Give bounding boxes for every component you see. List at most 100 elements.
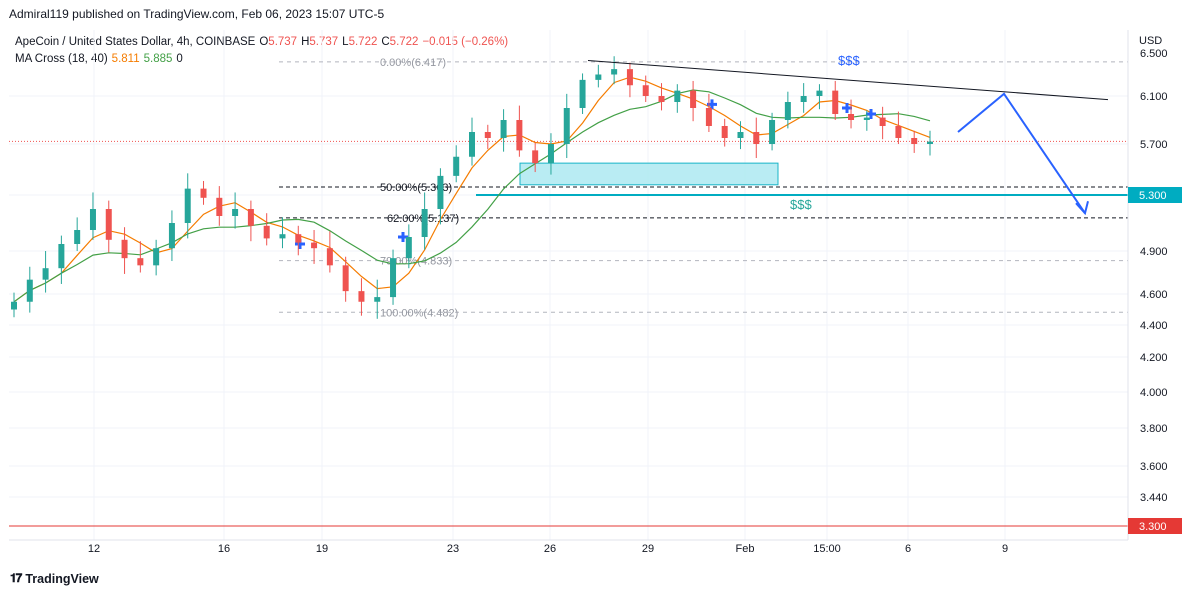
- candle-body: [374, 297, 381, 302]
- candle-body: [753, 132, 760, 144]
- candle-body: [563, 108, 570, 144]
- y-tick-label: 4.900: [1140, 246, 1168, 258]
- tradingview-logo-icon: 𝟏𝟕: [10, 571, 22, 585]
- y-tick-label: 3.440: [1140, 492, 1168, 504]
- tradingview-brand[interactable]: 𝟏𝟕 TradingView: [10, 571, 99, 586]
- y-tick-label: 3.600: [1140, 461, 1168, 473]
- fibonacci-levels: 0.00%(6.417)50.00%(5.363)62.00%(5.137)79…: [279, 57, 1128, 319]
- change-value: −0.015 (−0.26%): [422, 36, 509, 48]
- candle-body: [469, 132, 475, 157]
- y-tick-label: 6.100: [1140, 91, 1168, 103]
- candle-body: [737, 132, 744, 138]
- open-value: 5.737: [268, 36, 298, 48]
- ma-cross-icon: [295, 239, 305, 249]
- candle-body: [58, 244, 65, 269]
- liquidity-annotation: $$$: [790, 197, 812, 212]
- candle-body: [42, 268, 49, 280]
- ma-cross-icon: [842, 103, 852, 113]
- ma-row[interactable]: MA Cross (18, 40) 5.811 5.885 0: [15, 51, 508, 68]
- candle-body: [721, 126, 728, 138]
- symbol-row[interactable]: ApeCoin / United States Dollar, 4h, COIN…: [15, 34, 508, 51]
- candle-body: [232, 209, 239, 216]
- liquidity-annotation: $$$: [838, 53, 860, 68]
- ma-slow-line: [13, 89, 931, 303]
- candle-body: [769, 120, 776, 144]
- candle-body: [484, 132, 491, 138]
- candle-body: [89, 209, 96, 230]
- low-label: L: [342, 36, 349, 48]
- zones: [9, 140, 1128, 527]
- brand-name: TradingView: [25, 571, 99, 586]
- projection-arrow: [957, 92, 1086, 214]
- candle-body: [342, 265, 349, 292]
- x-tick-label: 19: [316, 543, 328, 555]
- candle-body: [595, 74, 602, 80]
- candle-body: [516, 120, 523, 151]
- publisher-line: Admiral119 published on TradingView.com,…: [9, 7, 385, 21]
- y-tick-label: 4.400: [1140, 320, 1168, 332]
- y-tick-label: 3.300: [1140, 521, 1168, 533]
- demand-zone: [519, 162, 779, 186]
- candle-body: [311, 242, 318, 249]
- candle-body: [784, 102, 791, 120]
- close-label: C: [381, 36, 390, 48]
- fib-level-label: 50.00%(5.363): [380, 182, 452, 194]
- symbol-name[interactable]: ApeCoin / United States Dollar, 4h, COIN…: [15, 36, 256, 48]
- ma-label[interactable]: MA Cross (18, 40): [15, 53, 108, 65]
- x-tick-label: 16: [218, 543, 230, 555]
- x-axis[interactable]: 12 16 19 23 26 29 Feb 15:00 6 9: [9, 539, 1128, 555]
- ma-cross-icon: [707, 99, 717, 110]
- ma-cross-icon: [398, 232, 408, 242]
- candle-body: [674, 90, 681, 102]
- chart-legend: ApeCoin / United States Dollar, 4h, COIN…: [15, 34, 508, 68]
- candle-body: [848, 114, 855, 120]
- candle-body: [121, 239, 128, 259]
- x-tick-label: Feb: [736, 543, 755, 555]
- candle-body: [800, 96, 807, 102]
- fib-level-label: 79.00%(4.833): [380, 256, 452, 268]
- candle-body: [137, 258, 144, 266]
- candle-body: [895, 126, 902, 138]
- candle-body: [500, 120, 507, 138]
- x-tick-label: 9: [1002, 543, 1008, 555]
- candle-body: [658, 96, 665, 102]
- candle-body: [437, 175, 444, 209]
- candle-body: [927, 141, 933, 144]
- candle-body: [816, 90, 823, 96]
- candle-body: [216, 197, 223, 216]
- y-tick-label: 5.300: [1140, 190, 1168, 202]
- candle-body: [626, 69, 633, 86]
- grid: [9, 30, 1128, 540]
- high-label: H: [301, 36, 310, 48]
- low-value: 5.722: [348, 36, 378, 48]
- x-tick-label: 15:00: [813, 543, 841, 555]
- candle-body: [184, 188, 191, 223]
- candle-body: [153, 248, 160, 266]
- descending-trendline: [587, 60, 1109, 101]
- ma-slow-value: 5.885: [143, 53, 173, 65]
- x-tick-label: 23: [447, 543, 459, 555]
- open-label: O: [259, 36, 269, 48]
- ma-cross-icon: [866, 109, 876, 119]
- ma-zero-value: 0: [176, 53, 183, 65]
- x-tick-label: 26: [544, 543, 556, 555]
- drawings: $$$ $$$: [587, 53, 1109, 216]
- candle-body: [832, 90, 839, 114]
- candle-body: [295, 234, 302, 243]
- candle-body: [200, 188, 207, 198]
- candle-body: [911, 138, 918, 144]
- price-label-text: 5.300: [1139, 190, 1167, 202]
- arrow-head-icon: [1075, 200, 1089, 216]
- candle-body: [611, 69, 618, 75]
- candle-body: [74, 230, 81, 244]
- candle-body: [326, 248, 333, 266]
- candle-body: [532, 150, 539, 164]
- y-tick-label: 4.000: [1140, 387, 1168, 399]
- price-label-box: [1128, 518, 1182, 534]
- close-value: 5.722: [389, 36, 419, 48]
- candle-body: [390, 258, 397, 298]
- price-label-box: [1128, 187, 1182, 203]
- candle-body: [168, 223, 175, 249]
